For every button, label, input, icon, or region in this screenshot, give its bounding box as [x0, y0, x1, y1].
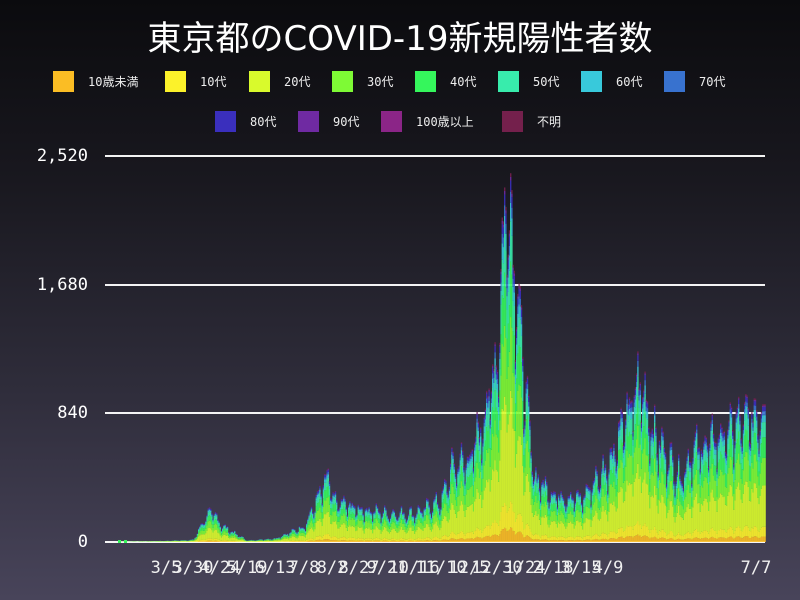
x-tick-label: 5/19 — [226, 558, 268, 578]
legend-label: 20代 — [284, 74, 311, 89]
x-tick-label: 8/2 — [316, 558, 348, 578]
x-tick-label: 1/24 — [504, 558, 546, 578]
legend-label: 不明 — [537, 114, 562, 129]
x-tick-label: 10/16 — [388, 558, 440, 578]
legend-item: 70代 — [664, 70, 725, 92]
y-tick-label: 2,520 — [36, 146, 88, 166]
y-tick-label: 840 — [57, 403, 88, 424]
x-tick-label: 7/7 — [740, 558, 772, 578]
legend-swatch — [249, 70, 270, 92]
y-tick-label: 0 — [77, 532, 88, 552]
legend-label: 60代 — [616, 74, 643, 89]
legend-swatch — [215, 110, 236, 132]
legend-item: 100歳以上 — [381, 110, 474, 132]
x-tick-label: 12/30 — [471, 558, 523, 578]
legend-item: 10歳未満 — [53, 70, 138, 92]
legend-label: 40代 — [450, 74, 477, 89]
legend-item: 80代 — [215, 110, 276, 132]
legend-item: 90代 — [298, 110, 359, 132]
legend-item: 10代 — [165, 70, 226, 92]
legend-swatch — [381, 110, 402, 132]
x-tick-label: 6/13 — [254, 558, 296, 578]
legend-item: 20代 — [249, 70, 310, 92]
legend-swatch — [332, 70, 353, 92]
legend-swatch — [664, 70, 685, 92]
gridline — [105, 283, 765, 286]
legend-row-1: 10歳未満 10代 20代 30代 40代 50代 60代 70代 — [0, 70, 800, 92]
bars — [120, 173, 766, 542]
x-tick-label: 4/9 — [592, 558, 624, 578]
x-tick-label: 2/18 — [532, 558, 574, 578]
x-tick-label: 3/30 — [172, 558, 214, 578]
x-tick-label: 8/27 — [338, 558, 380, 578]
legend-swatch — [581, 70, 602, 92]
legend-label: 30代 — [367, 74, 394, 89]
legend-label: 80代 — [250, 114, 277, 129]
legend-swatch — [498, 70, 519, 92]
x-tick-label: 9/21 — [366, 558, 408, 578]
legend-row-2: 80代 90代 100歳以上 不明 — [0, 110, 800, 132]
legend-label: 50代 — [533, 74, 560, 89]
x-tick-label: 4/24 — [199, 558, 241, 578]
legend-swatch — [502, 110, 523, 132]
chart-title: 東京都のCOVID-19新規陽性者数 — [147, 19, 653, 59]
legend-item: 不明 — [502, 110, 561, 132]
gridline — [105, 412, 765, 415]
legend-label: 10歳未満 — [88, 74, 139, 89]
legend-swatch — [298, 110, 319, 132]
x-tick-label: 12/5 — [448, 558, 490, 578]
legend-label: 100歳以上 — [416, 114, 474, 129]
x-tick-label: 7/8 — [288, 558, 320, 578]
legend-label: 10代 — [200, 74, 227, 89]
legend-item: 50代 — [498, 70, 559, 92]
legend-item: 60代 — [581, 70, 642, 92]
legend-swatch — [53, 70, 74, 92]
x-tick-label: 3/15 — [560, 558, 602, 578]
x-tick-label: 11/10 — [415, 558, 467, 578]
legend-item: 30代 — [332, 70, 393, 92]
y-tick-label: 1,680 — [36, 274, 88, 295]
legend-item: 40代 — [415, 70, 476, 92]
legend-swatch — [415, 70, 436, 92]
legend-swatch — [165, 70, 186, 92]
x-tick-label: 3/5 — [150, 558, 182, 578]
gridline — [105, 155, 765, 157]
legend-label: 90代 — [333, 114, 360, 129]
legend-label: 70代 — [699, 74, 726, 89]
